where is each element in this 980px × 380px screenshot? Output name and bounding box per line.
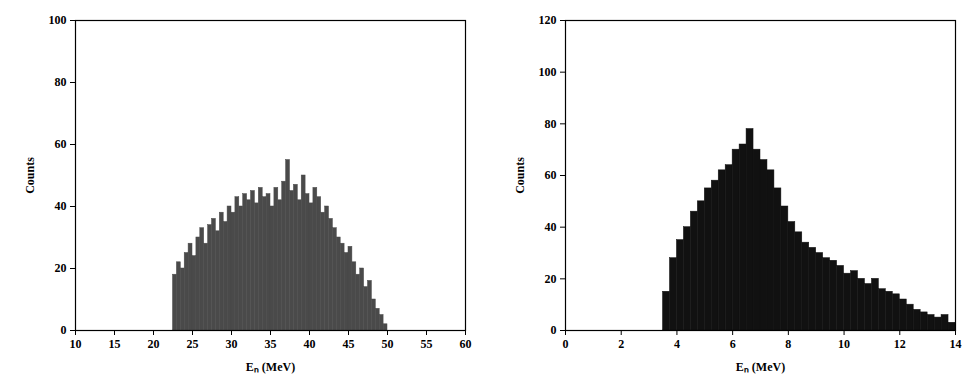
svg-text:Counts: Counts: [23, 157, 37, 194]
svg-text:20: 20: [148, 337, 160, 351]
svg-text:100: 100: [49, 13, 67, 27]
svg-text:4: 4: [674, 337, 680, 351]
svg-text:25: 25: [187, 337, 199, 351]
svg-text:15: 15: [109, 337, 121, 351]
svg-text:100: 100: [539, 65, 557, 79]
svg-text:Counts: Counts: [513, 157, 527, 194]
svg-text:Eₙ (MeV): Eₙ (MeV): [246, 360, 295, 374]
svg-text:0: 0: [551, 323, 557, 337]
svg-text:55: 55: [421, 337, 433, 351]
svg-text:20: 20: [545, 272, 557, 286]
svg-text:60: 60: [545, 168, 557, 182]
svg-text:14: 14: [950, 337, 962, 351]
svg-text:8: 8: [785, 337, 791, 351]
svg-text:40: 40: [304, 337, 316, 351]
svg-text:30: 30: [226, 337, 238, 351]
svg-text:60: 60: [460, 337, 472, 351]
svg-text:120: 120: [539, 13, 557, 27]
svg-text:0: 0: [61, 323, 67, 337]
svg-text:6: 6: [730, 337, 736, 351]
svg-text:50: 50: [382, 337, 394, 351]
svg-text:10: 10: [838, 337, 850, 351]
svg-text:60: 60: [55, 137, 67, 151]
svg-text:80: 80: [545, 117, 557, 131]
svg-text:35: 35: [265, 337, 277, 351]
svg-text:80: 80: [55, 75, 67, 89]
svg-text:45: 45: [343, 337, 355, 351]
svg-text:2: 2: [618, 337, 624, 351]
svg-text:40: 40: [55, 199, 67, 213]
svg-text:Eₙ (MeV): Eₙ (MeV): [736, 360, 785, 374]
svg-text:20: 20: [55, 261, 67, 275]
svg-text:0: 0: [563, 337, 569, 351]
svg-text:12: 12: [894, 337, 906, 351]
svg-text:10: 10: [70, 337, 82, 351]
svg-text:40: 40: [545, 220, 557, 234]
